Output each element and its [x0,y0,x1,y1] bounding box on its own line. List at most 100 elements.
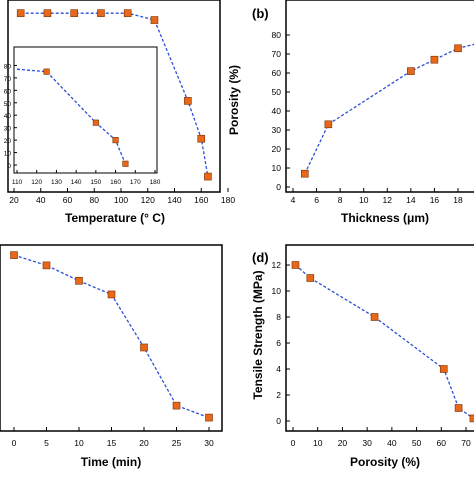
panel-d-x-tick-label: 60 [437,438,447,448]
panel-d-x-tick-label: 30 [362,438,372,448]
inset-y-tick-label: 60 [4,88,12,95]
panel-b-x-tick-label: 16 [430,195,440,205]
panel-c-data-point [42,261,51,270]
panel-d-data-point [306,274,315,282]
panel-a-x-tick-label: 60 [63,195,73,205]
panel-b-series-line [304,43,474,174]
panel-b-y-tick-label: 80 [272,30,282,40]
inset-x-tick-label: 170 [130,179,141,186]
panel-a-frame [7,0,221,193]
panel-time: 0 5 10 15 20 25 30 Time (min) [0,244,223,469]
panel-b-x-tick-label: 8 [338,195,343,205]
panel-a-x-tick-label: 180 [221,195,235,205]
panel-c-frame [0,244,223,432]
inset-y-tick-label: 10 [4,151,12,158]
inset-x-tick-label: 110 [12,179,23,186]
panel-c-x-tick-label: 30 [204,438,214,448]
panel-d-data-point [469,414,474,423]
panel-b-data-point [300,169,309,178]
panel-b-y-tick-label: 0 [276,182,281,192]
panel-a-x-tick-label: 160 [194,195,208,205]
panel-c-x-tick-label: 15 [107,438,117,448]
panel-c-x-tick-label: 0 [12,438,17,448]
panel-a-data-point [197,134,206,143]
inset-data-point [112,137,119,144]
panel-b-x-axis-title: Thickness (μm) [341,211,429,225]
panel-d-data-point [439,365,448,373]
panel-b-y-tick-label: 40 [272,106,282,116]
panel-a-data-point [184,97,192,105]
panel-c-data-point [140,343,148,352]
panel-d-y-tick-label: 0 [276,416,281,426]
panel-porosity: (d) Tensile Strength (MPa) 0 10 20 30 40 50 60… [251,244,474,469]
panel-d-x-axis-title: Porosity (%) [350,455,420,469]
panel-a-x-tick-label: 120 [141,195,155,205]
inset-y-tick-label: 70 [4,76,12,83]
panel-b-x-tick-label: 18 [453,195,463,205]
panel-b-y-axis-title: Porosity (%) [227,65,241,135]
panel-c-data-point [10,251,18,259]
panel-b-data-point [324,120,333,129]
panel-a-data-point [150,16,159,24]
panel-c-data-point [172,401,181,410]
panel-c-x-axis-title: Time (min) [81,455,141,469]
panel-b-y-tick-label: 10 [272,163,282,173]
inset-y-tick-label: 30 [4,126,12,133]
inset-y-tick-label: 20 [4,138,12,145]
panel-d-y-tick-label: 6 [276,338,281,348]
inset-data-point [43,68,50,75]
panel-c-x-tick-label: 20 [139,438,149,448]
inset-chart: 110 120 130 140 150 160 170 180 0 10 20 30 40 50 60 70… [4,46,161,186]
panel-d-x-tick-label: 0 [291,438,296,448]
panel-c-x-tick-label: 10 [74,438,84,448]
panel-b-y-tick-label: 50 [272,87,282,97]
panel-b-y-tick-label: 70 [272,49,282,59]
panel-c-data-point [75,276,83,285]
inset-x-tick-label: 140 [71,179,82,186]
panel-a-x-tick-label: 20 [9,195,19,205]
panel-d-data-point [454,404,463,412]
panel-c-x-tick-label: 25 [172,438,182,448]
panel-b-x-tick-label: 6 [314,195,319,205]
panel-d-data-point [291,261,300,269]
inset-x-tick-label: 160 [110,179,121,186]
panel-b-data-point [454,44,462,53]
panel-d-x-tick-label: 70 [461,438,471,448]
panel-d-x-tick-label: 20 [338,438,348,448]
inset-y-tick-label: 0 [7,163,11,170]
panel-d-y-axis-title: Tensile Strength (MPa) [251,270,265,399]
panel-a-x-tick-label: 100 [114,195,128,205]
panel-a-x-tick-label: 140 [167,195,181,205]
inset-y-tick-label: 80 [4,63,12,70]
inset-y-tick-label: 50 [4,101,12,108]
panel-c-data-point [107,290,116,299]
inset-frame [13,46,158,174]
panel-a-data-point [70,9,78,17]
panel-c-series-line [13,254,210,419]
panel-d-label: (d) [252,250,269,265]
panel-b-y-tick-label: 30 [272,125,282,135]
inset-y-tick-label: 40 [4,113,12,120]
panel-b-data-point [430,55,439,64]
inset-data-point [92,119,99,126]
inset-x-tick-label: 180 [150,179,161,186]
inset-x-tick-label: 150 [90,179,101,186]
panel-b-x-tick-label: 12 [383,195,393,205]
panel-d-frame [285,244,474,432]
panel-temperature: 20 40 60 80 100 120 140 160 180 Temperature (° C… [4,0,235,225]
panel-a-x-axis-title: Temperature (° C) [65,211,165,225]
panel-a-x-tick-label: 40 [36,195,46,205]
panel-a-data-point [204,172,212,181]
panel-b-x-tick-label: 10 [359,195,369,205]
panel-d-y-tick-label: 2 [276,390,281,400]
panel-d-x-tick-label: 40 [387,438,397,448]
panel-b-data-point [407,67,415,75]
panel-d-x-tick-label: 50 [412,438,422,448]
panel-a-x-tick-label: 80 [90,195,100,205]
panel-c-x-tick-label: 5 [44,438,49,448]
panel-d-y-tick-label: 8 [276,312,281,322]
panel-d-x-tick-label: 10 [313,438,323,448]
panel-d-y-tick-label: 12 [272,260,282,270]
panel-b-frame [285,0,474,193]
